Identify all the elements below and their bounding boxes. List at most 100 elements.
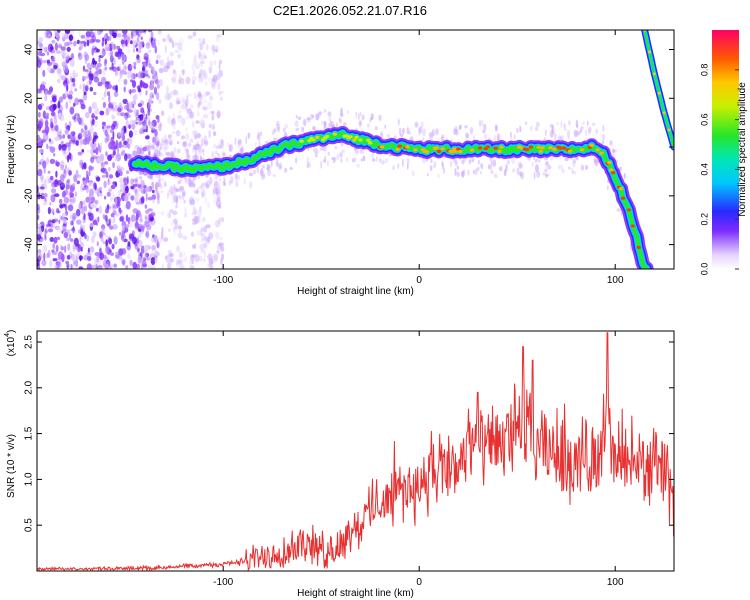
ridge-halo [551, 124, 555, 133]
spectrogram-y-ticks: -40 -20 0 20 40 [24, 44, 674, 252]
ridge-halo [346, 110, 350, 114]
ridge-halo [223, 178, 226, 184]
noise-speckle [144, 204, 148, 209]
noise-speckle [154, 183, 158, 191]
noise-speckle [96, 157, 102, 163]
noise-speckle [167, 261, 172, 267]
noise-speckle [78, 30, 81, 38]
ridge-halo [201, 143, 203, 147]
ridge-hotspot [562, 146, 567, 150]
noise-speckle [64, 128, 69, 135]
noise-speckle [218, 62, 221, 70]
noise-speckle [180, 104, 186, 110]
noise-speckle [92, 60, 98, 65]
noise-speckle [218, 72, 222, 77]
noise-speckle [91, 196, 95, 203]
ridge-halo [245, 136, 248, 145]
ridge-halo [173, 147, 177, 154]
ridge-halo [238, 174, 240, 181]
noise-speckle [151, 94, 154, 99]
ridge-hotspot [536, 145, 541, 149]
ridge-halo [326, 160, 329, 167]
noise-speckle [126, 176, 129, 184]
noise-speckle [52, 243, 56, 249]
ridge-halo [558, 165, 561, 170]
snr-y-ticks: 0.5 1.0 1.5 2.0 2.5 [24, 335, 674, 532]
noise-speckle [144, 73, 149, 77]
ridge-halo [397, 163, 400, 169]
noise-speckle [68, 152, 72, 160]
noise-speckle [157, 150, 161, 155]
ridge-halo [381, 160, 385, 165]
noise-speckle [171, 118, 174, 125]
noise-speckle [86, 252, 92, 256]
noise-speckle [51, 182, 57, 188]
ridge-halo [579, 128, 582, 134]
noise-speckle [211, 83, 216, 90]
noise-speckle [178, 48, 184, 52]
noise-speckle [202, 37, 205, 45]
noise-speckle [44, 176, 51, 185]
noise-speckle [218, 242, 224, 247]
ridge-halo [550, 155, 554, 162]
noise-speckle [52, 223, 56, 229]
ridge-hotspot [497, 149, 502, 153]
noise-speckle [50, 111, 56, 117]
ridge-halo [278, 165, 282, 170]
noise-speckle [72, 102, 76, 107]
noise-speckle [42, 132, 49, 142]
noise-speckle [152, 136, 157, 144]
noise-speckle [74, 88, 78, 92]
ridge-halo [138, 176, 143, 180]
ridge-halo [370, 117, 373, 120]
noise-speckle [82, 93, 88, 101]
noise-speckle [172, 226, 176, 232]
noise-speckle [186, 153, 190, 159]
noise-speckle [123, 238, 128, 243]
noise-speckle [148, 121, 155, 129]
noise-speckle [89, 165, 93, 173]
ridge-halo [510, 131, 512, 139]
noise-speckle [38, 161, 42, 165]
noise-speckle [103, 130, 109, 136]
noise-speckle [134, 192, 140, 199]
noise-speckle [61, 218, 67, 223]
noise-speckle [70, 228, 76, 232]
ridge-halo [147, 145, 152, 152]
ridge-halo [140, 188, 144, 194]
noise-speckle [202, 216, 206, 222]
noise-speckle [171, 131, 176, 135]
noise-speckle [101, 121, 106, 126]
noise-speckle [127, 253, 131, 260]
ridge-halo [306, 164, 309, 168]
noise-speckle [167, 189, 173, 196]
noise-speckle [43, 167, 46, 174]
ridge-halo [437, 173, 440, 178]
ridge-halo [525, 121, 528, 125]
noise-speckle [70, 253, 75, 261]
noise-speckle [153, 73, 157, 79]
noise-speckle [50, 121, 54, 129]
ridge-halo [201, 191, 205, 198]
noise-speckle [105, 208, 109, 214]
noise-speckle [130, 72, 134, 81]
ridge-hotspot [434, 146, 439, 150]
noise-speckle [133, 119, 137, 125]
ridge-halo [257, 131, 260, 139]
branch-hotspot [652, 72, 656, 76]
noise-speckle [37, 214, 40, 221]
ridge-halo [159, 146, 163, 150]
ridge-halo [202, 148, 205, 153]
noise-speckle [192, 130, 197, 136]
y-tick-label: 20 [24, 92, 35, 104]
noise-speckle [157, 39, 160, 46]
noise-speckle [47, 228, 54, 233]
ridge-halo [506, 159, 510, 165]
noise-speckle [127, 138, 133, 145]
noise-speckle [116, 132, 122, 140]
noise-speckle [104, 33, 109, 41]
noise-speckle [71, 78, 76, 83]
noise-speckle [52, 55, 56, 62]
ridge-hotspot [609, 168, 614, 172]
noise-speckle [88, 74, 94, 81]
